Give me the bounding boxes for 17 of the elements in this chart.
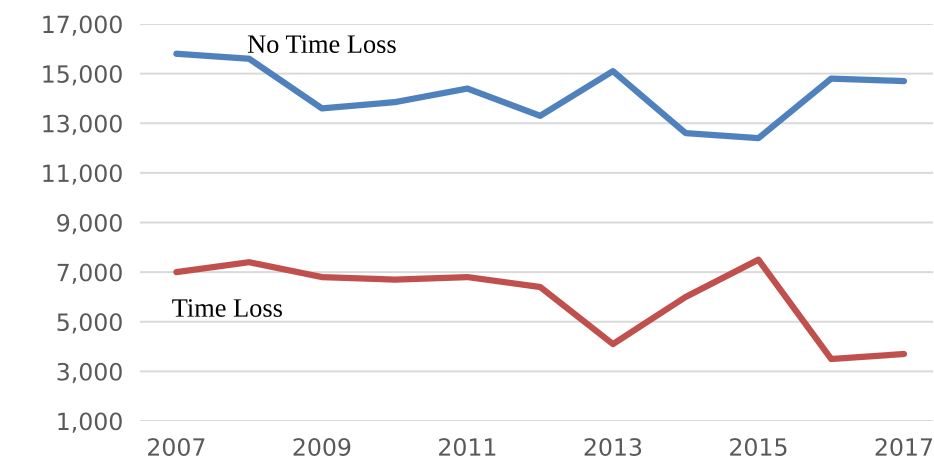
y-tick-label: 9,000: [57, 214, 122, 234]
y-tick-label: 11,000: [43, 164, 122, 185]
y-tick-label: 3,000: [58, 362, 122, 384]
x-tick-label: 2011: [439, 438, 496, 456]
y-tick-label: 1,000: [58, 412, 122, 433]
x-tick-label: 2013: [584, 438, 642, 456]
x-tick-label: 2017: [876, 438, 932, 456]
y-tick-label: 5,000: [58, 313, 122, 334]
y-tick-label: 13,000: [43, 114, 122, 135]
x-tick-label: 2015: [730, 438, 786, 456]
series-label: Time Loss: [172, 299, 282, 317]
y-tick-label: 7,000: [58, 264, 122, 284]
x-tick-label: 2007: [148, 438, 204, 456]
y-tick-label: 17,000: [43, 15, 122, 36]
series-label: No Time Loss: [248, 35, 396, 53]
y-tick-label: 15,000: [43, 65, 122, 86]
x-tick-label: 2009: [294, 438, 350, 456]
